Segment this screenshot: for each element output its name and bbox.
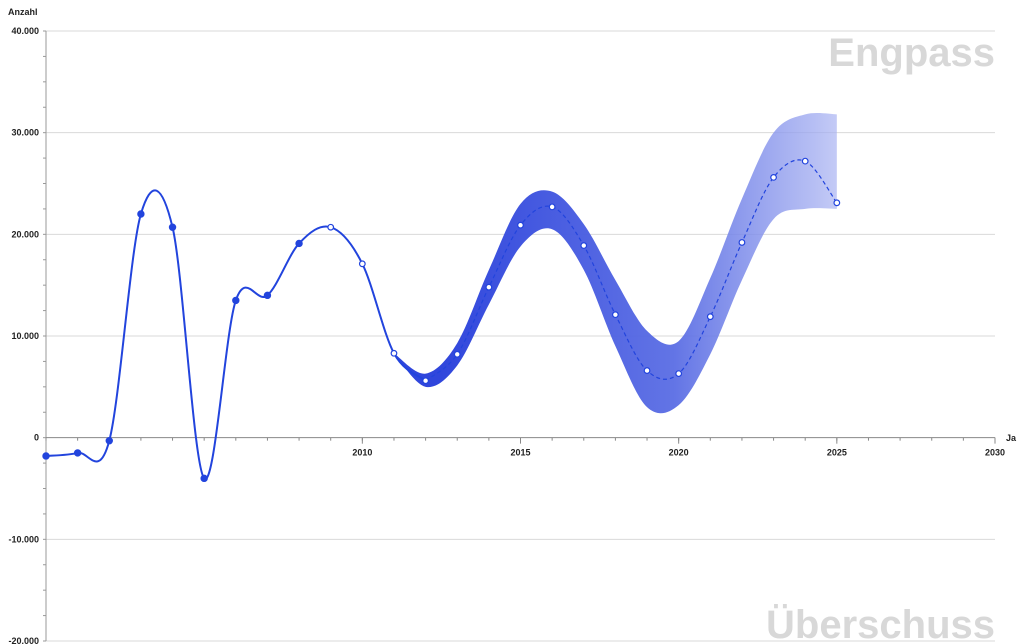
y-tick-label: 0	[34, 433, 39, 443]
series-line-1	[45, 189, 427, 480]
data-point[interactable]	[263, 291, 272, 300]
x-tick-label: 2010	[352, 448, 372, 458]
x-tick-label: 2030	[985, 448, 1005, 458]
data-point[interactable]	[517, 221, 524, 229]
y-axis-title: Anzahl	[8, 7, 38, 17]
data-point[interactable]	[358, 260, 366, 268]
data-point[interactable]	[548, 203, 556, 211]
x-tick-label: 2015	[510, 448, 530, 458]
data-point[interactable]	[453, 350, 461, 358]
series-line-2	[425, 159, 838, 382]
data-point[interactable]	[200, 474, 208, 483]
data-point[interactable]	[612, 311, 619, 319]
data-point[interactable]	[168, 223, 177, 231]
y-tick-label: -20.000	[8, 636, 39, 644]
data-point[interactable]	[137, 210, 145, 218]
uncertainty-band	[393, 113, 837, 414]
data-point[interactable]	[42, 452, 50, 460]
data-point[interactable]	[105, 437, 113, 445]
x-tick-label: 2020	[669, 448, 689, 458]
data-point[interactable]	[485, 283, 493, 291]
data-point[interactable]	[643, 367, 651, 374]
data-point[interactable]	[801, 157, 809, 165]
data-point[interactable]	[232, 296, 240, 305]
data-point[interactable]	[73, 449, 82, 457]
series-lines	[45, 159, 838, 480]
y-tick-label: 30.000	[11, 128, 39, 138]
band-area	[393, 113, 837, 414]
y-tick-label: 40.000	[11, 26, 39, 36]
axes: 40.000 30.000 20.000 10.000 0 -10.000 -20.000 2…	[8, 26, 1005, 644]
data-point[interactable]	[422, 377, 430, 385]
data-point[interactable]	[706, 313, 714, 321]
y-tick-label: 10.000	[11, 331, 39, 341]
annotation-top: Engpass	[828, 31, 995, 75]
data-point[interactable]	[390, 349, 398, 357]
data-point[interactable]	[327, 223, 335, 231]
data-point[interactable]	[833, 199, 841, 207]
data-point[interactable]	[738, 239, 746, 246]
y-tick-label: -10.000	[8, 534, 39, 544]
data-point[interactable]	[675, 370, 683, 378]
data-point[interactable]	[295, 239, 303, 248]
x-axis-title: Ja	[1006, 433, 1017, 443]
x-tick-label: 2025	[827, 448, 847, 458]
y-tick-label: 20.000	[11, 229, 39, 239]
data-point[interactable]	[580, 242, 588, 249]
annotation-bottom: Überschuss	[766, 602, 995, 644]
grid-lines	[46, 30, 995, 642]
data-point[interactable]	[770, 173, 777, 181]
data-markers	[42, 157, 841, 483]
